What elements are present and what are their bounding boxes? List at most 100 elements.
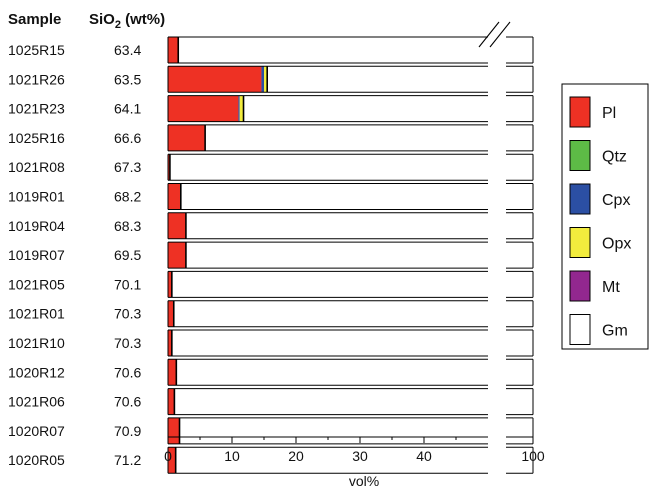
bar-segment-pl — [168, 447, 176, 474]
sio2-label: 67.3 — [114, 159, 141, 175]
x-tick-label: 40 — [416, 448, 432, 464]
sio2-label: 70.6 — [114, 394, 141, 410]
sample-label: 1020R07 — [8, 423, 65, 439]
legend-box — [561, 83, 649, 350]
legend-label-gm: Gm — [602, 323, 628, 340]
legend-label-pl: Pl — [602, 105, 616, 122]
axis-break-mark — [478, 21, 500, 48]
sio2-label: 64.1 — [114, 101, 141, 117]
header-sio2: SiO2 (wt%) — [89, 11, 165, 31]
sample-label: 1021R26 — [8, 71, 65, 87]
legend-label-mt: Mt — [602, 279, 620, 296]
bar-segment-pl — [168, 124, 206, 151]
bar-segment-pl — [168, 388, 175, 415]
sio2-label: 68.3 — [114, 218, 141, 234]
axis-break-mark — [489, 21, 511, 48]
bar-background-right — [506, 66, 533, 93]
bar-background-left — [168, 124, 488, 151]
sio2-label: 70.9 — [114, 423, 141, 439]
bar-background-right — [506, 388, 533, 415]
bar-segment-pl — [168, 359, 177, 386]
sio2-label: 69.5 — [114, 247, 141, 263]
sample-label: 1019R07 — [8, 247, 65, 263]
bar-segment-pl — [168, 271, 172, 298]
legend-swatch-gm — [569, 314, 591, 345]
bar-segment-opx — [239, 95, 244, 122]
header-sample: Sample — [8, 11, 61, 28]
sample-label: 1021R01 — [8, 306, 65, 322]
sio2-label: 70.6 — [114, 364, 141, 380]
sample-label: 1019R01 — [8, 189, 65, 205]
legend-label-opx: Opx — [602, 236, 631, 253]
bar-background-left — [168, 388, 488, 415]
sample-label: 1021R23 — [8, 101, 65, 117]
bars-group — [167, 36, 534, 474]
sio2-label: 63.4 — [114, 42, 141, 58]
bar-background-right — [506, 183, 533, 210]
x-tick-label: 0 — [164, 448, 172, 464]
sample-label: 1025R15 — [8, 42, 65, 58]
x-tick-label: 30 — [352, 448, 368, 464]
bar-background-left — [168, 212, 488, 239]
sample-label: 1025R16 — [8, 130, 65, 146]
sample-label: 1021R10 — [8, 335, 65, 351]
legend-swatch-cpx — [569, 183, 591, 215]
sio2-label: 68.2 — [114, 189, 141, 205]
sio2-label: 70.1 — [114, 276, 141, 292]
bar-background-left — [168, 37, 488, 63]
bar-background-right — [506, 212, 533, 239]
bar-segment-pl — [168, 154, 170, 181]
header-sio2-sub: 2 — [115, 19, 121, 31]
bar-background-left — [168, 330, 488, 356]
bar-background-left — [168, 154, 488, 181]
sample-label: 1021R08 — [8, 159, 65, 175]
bar-background-right — [506, 95, 533, 122]
legend-swatch-pl — [569, 96, 591, 128]
header-sio2-main: SiO — [89, 11, 115, 28]
bar-segment-pl — [168, 417, 180, 444]
legend-swatch-mt — [569, 270, 591, 302]
bar-background-right — [506, 417, 533, 444]
sample-label: 1020R12 — [8, 364, 65, 380]
bar-segment-pl — [168, 183, 181, 210]
sample-label: 1019R04 — [8, 218, 65, 234]
bar-segment-pl — [168, 95, 239, 122]
bar-background-left — [168, 359, 488, 386]
sio2-label: 70.3 — [114, 306, 141, 322]
sio2-label: 66.6 — [114, 130, 141, 146]
bar-background-right — [506, 330, 533, 356]
bar-background-right — [506, 447, 533, 474]
bar-segment-cpx — [261, 66, 264, 93]
bar-background-right — [506, 37, 533, 63]
bar-background-left — [168, 242, 488, 269]
bar-background-right — [506, 359, 533, 386]
bar-background-right — [506, 300, 533, 327]
x-tick-label: 20 — [288, 448, 304, 464]
bar-background-right — [506, 154, 533, 181]
sample-label: 1020R05 — [8, 452, 65, 468]
bar-background-right — [506, 124, 533, 151]
legend-label-cpx: Cpx — [602, 192, 630, 209]
sample-label: 1021R06 — [8, 394, 65, 410]
bar-background-right — [506, 271, 533, 298]
sample-label: 1021R05 — [8, 276, 65, 292]
bar-background-left — [168, 447, 488, 474]
sio2-label: 70.3 — [114, 335, 141, 351]
legend-label-qtz: Qtz — [602, 149, 627, 166]
bar-segment-opx — [264, 66, 268, 93]
bar-segment-pl — [168, 242, 186, 269]
x-axis: 0 10 20 30 40 100 — [164, 21, 545, 464]
legend-swatch-qtz — [569, 140, 591, 171]
legend-swatch-opx — [569, 227, 591, 258]
header-sio2-unit: (wt%) — [121, 11, 165, 28]
bar-segment-pl — [168, 66, 262, 93]
x-axis-label: vol% — [349, 473, 379, 489]
bar-segment-pl — [168, 300, 174, 327]
bar-background-left — [168, 183, 488, 210]
sio2-label: 63.5 — [114, 71, 141, 87]
bar-segment-cpx — [238, 95, 240, 122]
legend: Pl Qtz Cpx Opx Mt Gm — [561, 83, 649, 350]
row-labels-group: 1025R15 63.4 1021R26 63.5 1021R23 64.1 1025R16… — [8, 42, 141, 468]
sio2-label: 71.2 — [114, 452, 141, 468]
bar-background-left — [168, 271, 488, 298]
